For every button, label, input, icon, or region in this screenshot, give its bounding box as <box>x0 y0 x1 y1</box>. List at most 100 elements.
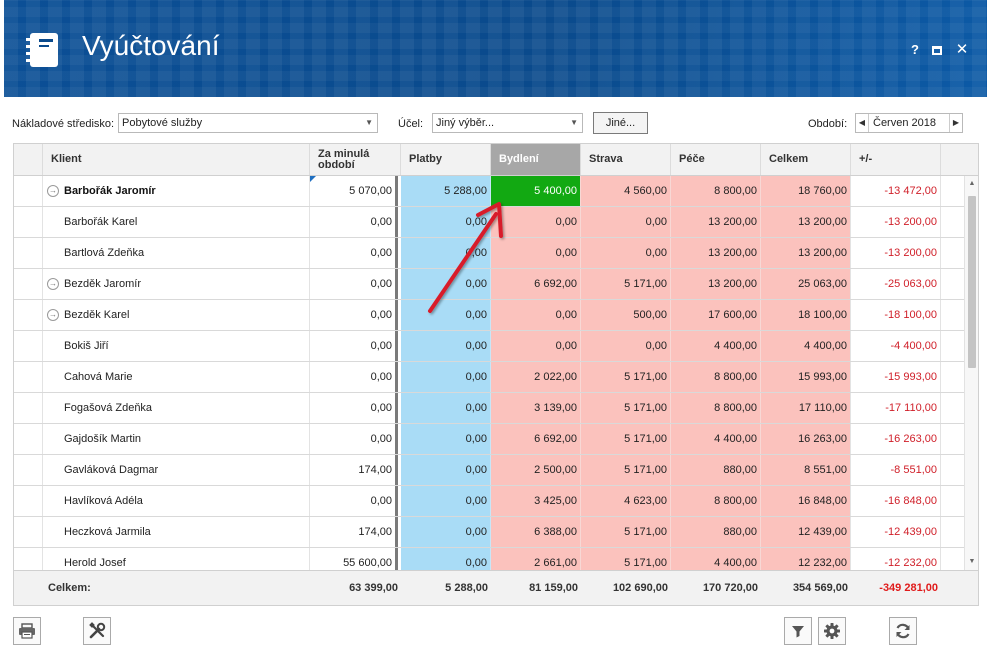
cell-housing[interactable]: 3 425,00 <box>491 486 581 516</box>
row-gutter[interactable] <box>14 393 43 423</box>
row-gutter[interactable] <box>14 238 43 268</box>
cell-difference[interactable]: -16 848,00 <box>851 486 941 516</box>
cell-client-name[interactable]: → Barbořák Jaromír <box>43 176 310 206</box>
header-total[interactable]: Celkem <box>761 144 851 175</box>
cell-payments[interactable]: 0,00 <box>401 548 491 570</box>
header-difference[interactable]: +/- <box>851 144 941 175</box>
cell-total[interactable]: 15 993,00 <box>761 362 851 392</box>
header-previous-periods[interactable]: Za minulá období <box>310 144 401 175</box>
cell-client-name[interactable]: Fogašová Zdeňka <box>43 393 310 423</box>
cell-care[interactable]: 13 200,00 <box>671 238 761 268</box>
table-row[interactable]: → Barbořák Jaromír 5 070,00 5 288,00 5 400,0… <box>14 176 964 207</box>
cell-previous-periods[interactable]: 0,00 <box>310 362 398 392</box>
cell-total[interactable]: 12 232,00 <box>761 548 851 570</box>
cell-care[interactable]: 880,00 <box>671 517 761 547</box>
cell-care[interactable]: 17 600,00 <box>671 300 761 330</box>
cell-payments[interactable]: 0,00 <box>401 331 491 361</box>
cell-previous-periods[interactable]: 174,00 <box>310 517 398 547</box>
cell-total[interactable]: 12 439,00 <box>761 517 851 547</box>
table-row[interactable]: Fogašová Zdeňka 0,00 0,00 3 139,00 5 171,00 8… <box>14 393 964 424</box>
table-row[interactable]: Bokiš Jiří 0,00 0,00 0,00 0,00 4 400,00 4 400,… <box>14 331 964 362</box>
row-gutter[interactable] <box>14 176 43 206</box>
scroll-up-icon[interactable]: ▲ <box>968 180 976 187</box>
maximize-button[interactable] <box>928 42 946 58</box>
cell-previous-periods[interactable]: 0,00 <box>310 269 398 299</box>
table-row[interactable]: Gavláková Dagmar 174,00 0,00 2 500,00 5 171,… <box>14 455 964 486</box>
row-gutter[interactable] <box>14 331 43 361</box>
row-gutter[interactable] <box>14 517 43 547</box>
scroll-down-icon[interactable]: ▼ <box>968 558 976 565</box>
cell-difference[interactable]: -18 100,00 <box>851 300 941 330</box>
cell-total[interactable]: 13 200,00 <box>761 207 851 237</box>
cell-client-name[interactable]: Bokiš Jiří <box>43 331 310 361</box>
cell-housing[interactable]: 0,00 <box>491 238 581 268</box>
other-button[interactable]: Jiné... <box>593 112 648 134</box>
cell-meals[interactable]: 5 171,00 <box>581 393 671 423</box>
cell-difference[interactable]: -16 263,00 <box>851 424 941 454</box>
cell-client-name[interactable]: → Bezděk Karel <box>43 300 310 330</box>
cell-meals[interactable]: 4 560,00 <box>581 176 671 206</box>
cell-previous-periods[interactable]: 0,00 <box>310 486 398 516</box>
row-gutter[interactable] <box>14 300 43 330</box>
purpose-select[interactable]: Jiný výběr... ▼ <box>432 113 583 133</box>
cell-care[interactable]: 4 400,00 <box>671 548 761 570</box>
cell-difference[interactable]: -13 200,00 <box>851 207 941 237</box>
expand-arrow-icon[interactable]: → <box>47 185 59 197</box>
cell-difference[interactable]: -8 551,00 <box>851 455 941 485</box>
cell-payments[interactable]: 0,00 <box>401 238 491 268</box>
header-meals[interactable]: Strava <box>581 144 671 175</box>
cell-housing[interactable]: 5 400,00 <box>491 176 581 206</box>
cell-meals[interactable]: 500,00 <box>581 300 671 330</box>
cell-client-name[interactable]: → Bezděk Jaromír <box>43 269 310 299</box>
cell-difference[interactable]: -17 110,00 <box>851 393 941 423</box>
row-gutter[interactable] <box>14 486 43 516</box>
header-care[interactable]: Péče <box>671 144 761 175</box>
cell-meals[interactable]: 5 171,00 <box>581 455 671 485</box>
cell-housing[interactable]: 0,00 <box>491 207 581 237</box>
table-row[interactable]: Havlíková Adéla 0,00 0,00 3 425,00 4 623,00 8… <box>14 486 964 517</box>
cell-housing[interactable]: 0,00 <box>491 300 581 330</box>
cell-care[interactable]: 13 200,00 <box>671 207 761 237</box>
cell-payments[interactable]: 0,00 <box>401 362 491 392</box>
cell-payments[interactable]: 0,00 <box>401 486 491 516</box>
cell-previous-periods[interactable]: 0,00 <box>310 424 398 454</box>
table-row[interactable]: → Bezděk Karel 0,00 0,00 0,00 500,00 17 600,00… <box>14 300 964 331</box>
table-row[interactable]: Bartlová Zdeňka 0,00 0,00 0,00 0,00 13 200,00… <box>14 238 964 269</box>
row-gutter[interactable] <box>14 424 43 454</box>
cell-housing[interactable]: 2 022,00 <box>491 362 581 392</box>
tools-button[interactable] <box>83 617 111 645</box>
cell-housing[interactable]: 6 692,00 <box>491 269 581 299</box>
cell-total[interactable]: 8 551,00 <box>761 455 851 485</box>
cell-payments[interactable]: 0,00 <box>401 517 491 547</box>
refresh-button[interactable] <box>889 617 917 645</box>
cell-meals[interactable]: 0,00 <box>581 207 671 237</box>
cell-previous-periods[interactable]: 55 600,00 <box>310 548 398 570</box>
cell-meals[interactable]: 5 171,00 <box>581 517 671 547</box>
cell-care[interactable]: 8 800,00 <box>671 486 761 516</box>
cell-client-name[interactable]: Gavláková Dagmar <box>43 455 310 485</box>
cell-client-name[interactable]: Heczková Jarmila <box>43 517 310 547</box>
cell-total[interactable]: 16 263,00 <box>761 424 851 454</box>
cell-total[interactable]: 18 760,00 <box>761 176 851 206</box>
cell-total[interactable]: 4 400,00 <box>761 331 851 361</box>
cell-previous-periods[interactable]: 0,00 <box>310 207 398 237</box>
settings-button[interactable] <box>818 617 846 645</box>
print-button[interactable] <box>13 617 41 645</box>
table-row[interactable]: Herold Josef 55 600,00 0,00 2 661,00 5 171,0… <box>14 548 964 570</box>
help-button[interactable]: ? <box>911 42 919 57</box>
table-row[interactable]: Heczková Jarmila 174,00 0,00 6 388,00 5 171,… <box>14 517 964 548</box>
period-next-button[interactable]: ▶ <box>949 114 962 132</box>
table-row[interactable]: Barbořák Karel 0,00 0,00 0,00 0,00 13 200,00 1… <box>14 207 964 238</box>
cell-payments[interactable]: 0,00 <box>401 393 491 423</box>
cell-care[interactable]: 8 800,00 <box>671 393 761 423</box>
cell-client-name[interactable]: Herold Josef <box>43 548 310 570</box>
cell-total[interactable]: 18 100,00 <box>761 300 851 330</box>
cell-previous-periods[interactable]: 5 070,00 <box>310 176 398 206</box>
cell-meals[interactable]: 5 171,00 <box>581 362 671 392</box>
cell-meals[interactable]: 0,00 <box>581 331 671 361</box>
row-gutter[interactable] <box>14 548 43 570</box>
cell-previous-periods[interactable]: 174,00 <box>310 455 398 485</box>
header-client[interactable]: Klient <box>43 144 310 175</box>
cell-difference[interactable]: -13 472,00 <box>851 176 941 206</box>
cell-total[interactable]: 13 200,00 <box>761 238 851 268</box>
